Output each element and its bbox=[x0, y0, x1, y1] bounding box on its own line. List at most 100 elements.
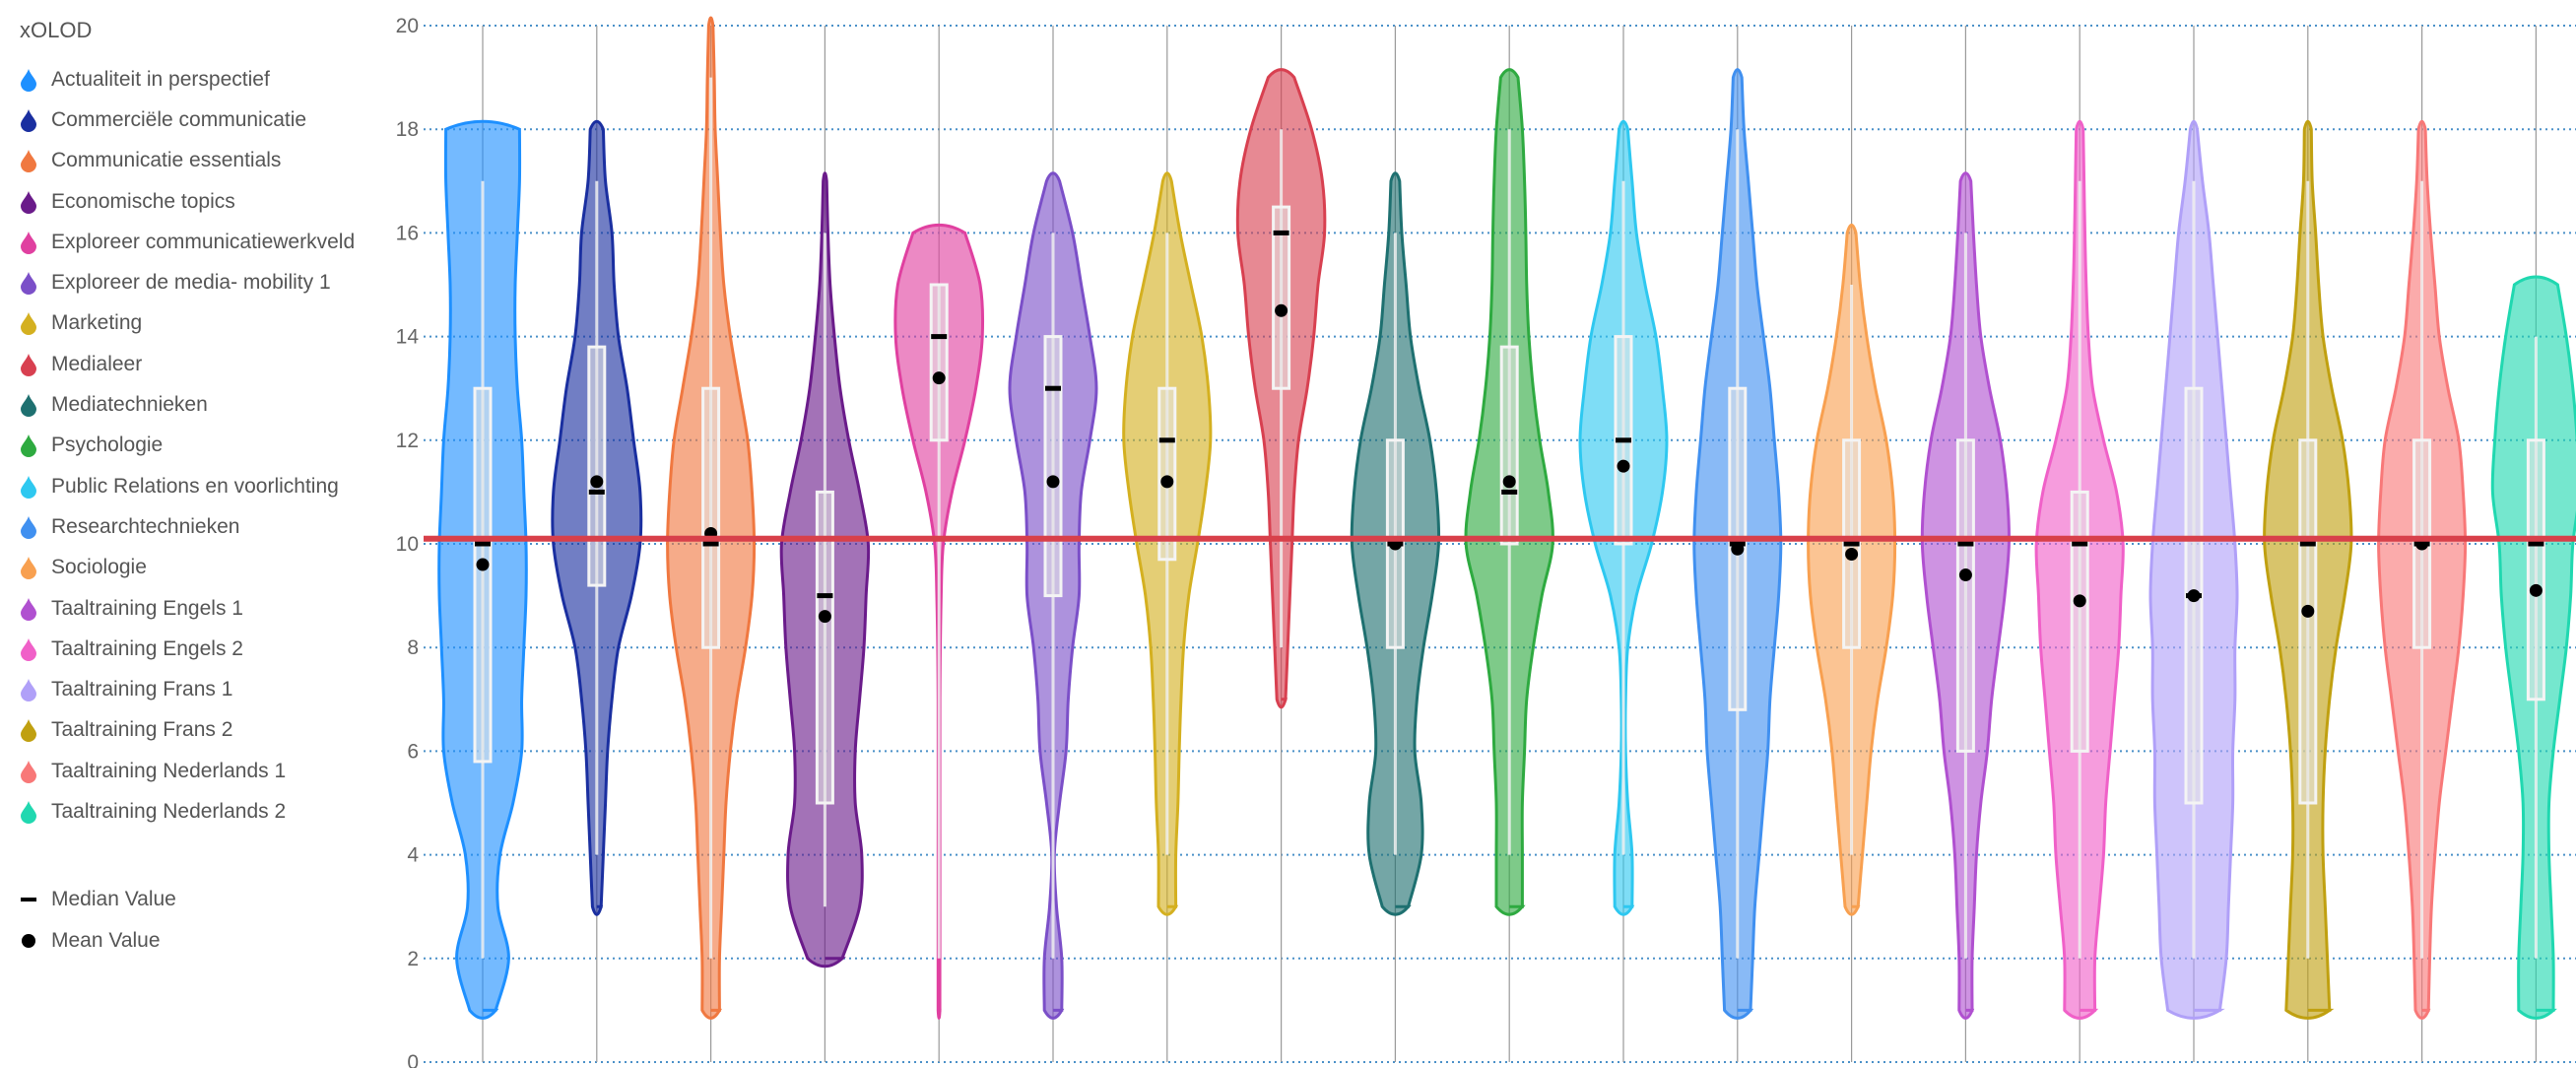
legend-item-label: Communicatie essentials bbox=[51, 149, 282, 172]
violin bbox=[1807, 223, 1897, 916]
violin-drop-icon bbox=[21, 312, 36, 336]
y-tick-label: 4 bbox=[407, 844, 419, 867]
violin-drop-icon bbox=[21, 272, 36, 296]
violin-drop-icon bbox=[21, 394, 36, 418]
mean-marker bbox=[2187, 589, 2201, 603]
legend-item[interactable]: Researchtechnieken bbox=[20, 506, 374, 547]
y-tick-label: 8 bbox=[407, 636, 419, 659]
legend-item-label: Medialeer bbox=[51, 352, 143, 375]
legend-item[interactable]: Taaltraining Engels 1 bbox=[20, 588, 374, 629]
legend-item[interactable]: Public Relations en voorlichting bbox=[20, 466, 374, 506]
legend-item[interactable]: Actualiteit in perspectief bbox=[20, 59, 374, 100]
violin bbox=[2490, 275, 2576, 1020]
violin bbox=[2263, 119, 2353, 1020]
legend-item-label: Public Relations en voorlichting bbox=[51, 474, 339, 498]
legend-item-label: Economische topics bbox=[51, 189, 235, 213]
legend-item[interactable]: Taaltraining Engels 2 bbox=[20, 629, 374, 669]
violin bbox=[1008, 171, 1098, 1020]
violin-drop-icon bbox=[21, 515, 36, 539]
violin-drop-icon bbox=[21, 679, 36, 702]
violin bbox=[893, 223, 985, 1020]
legend-item[interactable]: Taaltraining Frans 2 bbox=[20, 710, 374, 751]
violin-drop-icon bbox=[21, 557, 36, 580]
legend-item-label: Psychologie bbox=[51, 434, 164, 457]
legend-item[interactable]: Economische topics bbox=[20, 181, 374, 222]
mean-marker bbox=[1502, 475, 1516, 489]
violin-drop-icon bbox=[21, 434, 36, 458]
mean-marker bbox=[818, 610, 831, 624]
legend-item-label: Taaltraining Nederlands 1 bbox=[51, 759, 287, 782]
marker-legend: Median Value Mean Value bbox=[20, 880, 374, 962]
median-marker bbox=[2528, 541, 2544, 547]
violin-drop-icon bbox=[21, 108, 36, 132]
violin bbox=[2034, 119, 2125, 1020]
median-marker bbox=[1843, 541, 1860, 547]
median-marker bbox=[588, 489, 605, 495]
legend-item[interactable]: Commerciële communicatie bbox=[20, 100, 374, 140]
mean-marker bbox=[1617, 459, 1630, 473]
median-marker bbox=[702, 541, 719, 547]
violin-drop-icon bbox=[21, 760, 36, 783]
violin-drop-icon bbox=[21, 597, 36, 621]
legend-median-label: Median Value bbox=[51, 888, 176, 911]
median-marker-icon bbox=[20, 891, 37, 908]
legend-item-label: Researchtechnieken bbox=[51, 514, 240, 538]
y-tick-label: 16 bbox=[396, 222, 419, 244]
y-tick-label: 18 bbox=[396, 118, 419, 141]
legend-item[interactable]: Exploreer communicatiewerkveld bbox=[20, 222, 374, 262]
iqr-box bbox=[701, 386, 721, 649]
legend-item-label: Taaltraining Nederlands 2 bbox=[51, 799, 287, 823]
legend-item[interactable]: Taaltraining Nederlands 2 bbox=[20, 791, 374, 832]
violin bbox=[2148, 119, 2239, 1020]
median-marker bbox=[1045, 385, 1061, 391]
legend-item-label: Marketing bbox=[51, 311, 143, 335]
legend-mean-label: Mean Value bbox=[51, 928, 161, 952]
legend-item[interactable]: Psychologie bbox=[20, 426, 374, 466]
legend-item[interactable]: Exploreer de media- mobility 1 bbox=[20, 262, 374, 302]
mean-marker bbox=[1845, 548, 1859, 562]
violin bbox=[1578, 119, 1669, 916]
legend-item-label: Commerciële communicatie bbox=[51, 107, 307, 131]
violin bbox=[779, 171, 871, 968]
violin bbox=[437, 119, 528, 1020]
iqr-box bbox=[2526, 438, 2545, 701]
violin bbox=[1235, 68, 1327, 709]
legend-item-label: Taaltraining Engels 1 bbox=[51, 596, 243, 620]
legend-item[interactable]: Mediatechnieken bbox=[20, 384, 374, 425]
mean-marker-icon bbox=[20, 932, 37, 950]
iqr-box bbox=[1157, 386, 1177, 562]
median-marker bbox=[1957, 541, 1974, 547]
legend-item-label: Actualiteit in perspectief bbox=[51, 67, 270, 91]
mean-marker bbox=[1046, 475, 1060, 489]
violin-drop-icon bbox=[21, 190, 36, 214]
median-marker bbox=[1273, 230, 1289, 235]
y-tick-label: 14 bbox=[396, 326, 420, 349]
violin bbox=[2377, 119, 2468, 1020]
legend-item[interactable]: Medialeer bbox=[20, 344, 374, 384]
violin-drop-icon bbox=[21, 353, 36, 376]
median-marker bbox=[2299, 541, 2316, 547]
iqr-box bbox=[929, 283, 949, 442]
legend-item[interactable]: Sociologie bbox=[20, 548, 374, 588]
y-tick-label: 20 bbox=[396, 15, 419, 37]
iqr-box bbox=[1043, 335, 1063, 598]
violin-drop-icon bbox=[21, 800, 36, 824]
mean-marker bbox=[1958, 568, 1972, 582]
median-marker bbox=[475, 541, 491, 547]
iqr-box bbox=[2070, 490, 2089, 753]
legend-title: xOLOD bbox=[20, 18, 93, 42]
legend-series-list: Actualiteit in perspectief Commerciële co… bbox=[20, 59, 374, 833]
median-marker bbox=[1616, 437, 1631, 443]
legend-item[interactable]: Marketing bbox=[20, 303, 374, 344]
violin bbox=[1122, 171, 1213, 916]
legend-item[interactable]: Taaltraining Nederlands 1 bbox=[20, 751, 374, 791]
legend-item[interactable]: Communicatie essentials bbox=[20, 141, 374, 181]
legend-item-label: Taaltraining Frans 2 bbox=[51, 718, 233, 742]
legend-item-label: Exploreer communicatiewerkveld bbox=[51, 230, 356, 253]
violin bbox=[1920, 171, 2011, 1020]
legend-item[interactable]: Taaltraining Frans 1 bbox=[20, 669, 374, 709]
violin bbox=[1692, 68, 1783, 1020]
iqr-box bbox=[1499, 345, 1519, 546]
legend-median: Median Value bbox=[20, 880, 374, 920]
